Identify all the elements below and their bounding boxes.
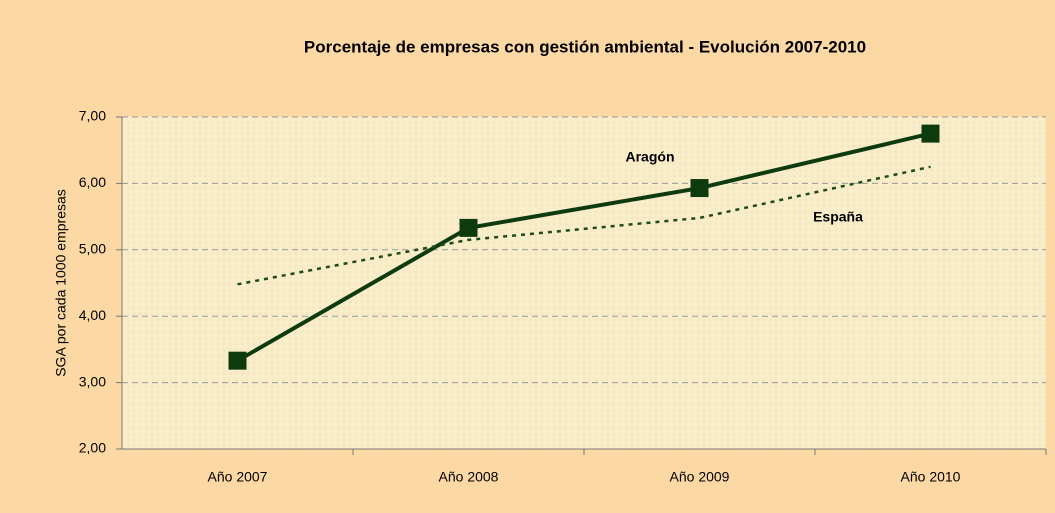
marker — [690, 179, 709, 198]
y-tick-label: 4,00 — [79, 307, 106, 323]
chart-title: Porcentaje de empresas con gestión ambie… — [304, 37, 866, 56]
marker — [921, 124, 940, 143]
plot-area — [122, 117, 1046, 449]
series-label: España — [813, 209, 863, 225]
x-tick-label: Año 2007 — [208, 469, 268, 485]
y-tick-label: 7,00 — [79, 108, 106, 124]
series-line — [237, 165, 931, 286]
y-tick-label: 6,00 — [79, 174, 106, 190]
y-tick-label: 3,00 — [79, 373, 106, 389]
y-tick-label: 5,00 — [79, 241, 106, 257]
y-tick-label: 2,00 — [79, 440, 106, 456]
x-tick-label: Año 2010 — [901, 469, 961, 485]
marker — [459, 218, 478, 237]
x-tick-label: Año 2008 — [439, 469, 499, 485]
marker — [228, 351, 247, 370]
series-label: Aragón — [626, 149, 675, 165]
x-tick-label: Año 2009 — [670, 469, 730, 485]
series-line — [236, 131, 931, 363]
y-axis-label: SGA por cada 1000 empresas — [53, 189, 69, 377]
